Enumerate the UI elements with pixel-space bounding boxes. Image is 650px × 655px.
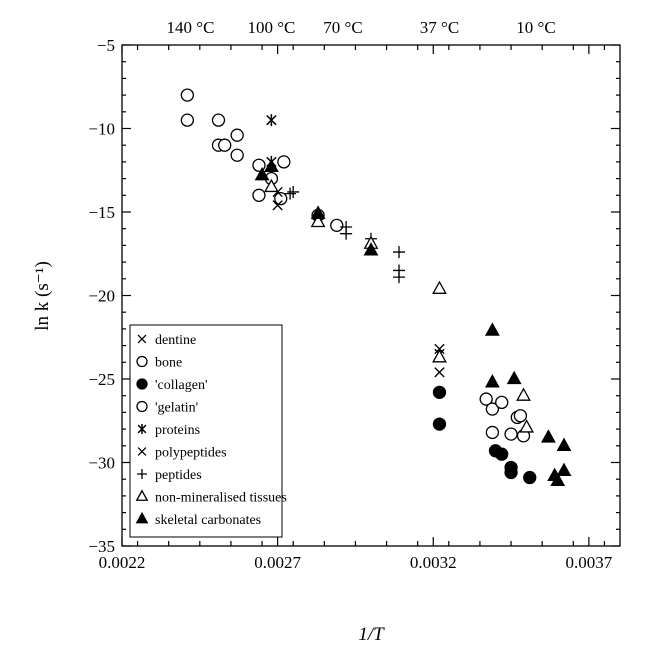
point-collagen	[432, 385, 447, 400]
point-bone	[252, 188, 266, 202]
legend-label-gelatin: 'gelatin'	[155, 401, 198, 416]
legend-marker-proteins	[137, 424, 147, 434]
x-axis-title: 1/T	[358, 624, 385, 645]
point-bone	[180, 88, 195, 102]
legend-marker-gelatin	[136, 400, 148, 413]
point-skeletal-carbonates	[363, 242, 379, 256]
legend-label-peptides: peptides	[155, 468, 202, 483]
x-tick-label: 0.0037	[566, 553, 613, 572]
point-non-mineralised-tissues	[310, 213, 326, 228]
point-bone	[274, 191, 288, 206]
y-tick-label: −25	[88, 370, 115, 389]
top-axis-label: 140 °C	[167, 18, 215, 37]
legend-label-proteins: proteins	[155, 423, 200, 438]
legend-marker-collagen	[136, 378, 148, 390]
y-tick-label: −35	[88, 537, 115, 556]
point-gelatin	[485, 425, 500, 440]
point-skeletal-carbonates	[263, 158, 279, 173]
x-tick-label: 0.0032	[410, 553, 457, 572]
point-skeletal-carbonates	[484, 374, 500, 388]
legend-label-dentine: dentine	[155, 333, 196, 348]
point-polypeptides	[434, 367, 445, 378]
point-non-mineralised-tissues	[432, 280, 447, 294]
y-axis-title: ln k (s⁻¹)	[32, 261, 53, 331]
legend-marker-dentine	[137, 334, 147, 344]
y-tick-label: −10	[88, 120, 115, 139]
y-tick-label: −15	[88, 203, 115, 222]
point-skeletal-carbonates	[556, 437, 572, 451]
point-peptides	[287, 185, 300, 198]
point-non-mineralised-tissues	[516, 387, 531, 401]
y-tick-label: −5	[97, 36, 115, 55]
point-bone	[330, 218, 344, 233]
legend-label-polypeptides: polypeptides	[155, 446, 227, 461]
point-collagen	[523, 470, 537, 485]
legend-label-collagen: 'collagen'	[155, 378, 207, 393]
legend-marker-non-mineralised-tissues	[135, 489, 149, 501]
point-skeletal-carbonates	[310, 205, 326, 219]
y-tick-label: −20	[88, 287, 115, 306]
point-bone	[230, 148, 244, 162]
top-axis-label: 10 °C	[516, 18, 555, 37]
point-peptides	[393, 246, 406, 259]
point-bone	[277, 155, 291, 169]
legend-label-skeletal-carbonates: skeletal carbonates	[155, 513, 261, 528]
point-gelatin	[495, 395, 509, 410]
point-gelatin	[485, 402, 500, 416]
top-axis-label: 70 °C	[323, 18, 362, 37]
point-peptides	[393, 271, 406, 284]
point-bone	[211, 113, 226, 127]
point-collagen	[495, 447, 509, 461]
point-bone	[230, 128, 244, 142]
point-polypeptides	[434, 343, 445, 355]
ticks-layer: 0.0022 0.0027 0.0032 0.0037 −35 −30 −25 −20 −15 −…	[88, 18, 620, 572]
point-collagen	[504, 465, 518, 480]
points-layer	[180, 88, 572, 487]
point-skeletal-carbonates	[556, 462, 572, 477]
point-gelatin	[513, 409, 528, 423]
point-non-mineralised-tissues	[432, 349, 447, 363]
point-skeletal-carbonates	[541, 429, 556, 443]
point-gelatin	[479, 392, 493, 406]
point-skeletal-carbonates	[254, 167, 270, 181]
top-axis-label: 37 °C	[420, 18, 459, 37]
point-bone	[218, 138, 232, 152]
point-skeletal-carbonates	[484, 322, 500, 336]
point-polypeptides	[272, 200, 283, 211]
point-skeletal-carbonates	[550, 472, 566, 487]
point-gelatin	[504, 427, 518, 441]
x-tick-label: 0.0027	[254, 553, 301, 572]
legend-label-bone: bone	[155, 356, 182, 371]
point-proteins	[266, 114, 277, 127]
point-collagen	[432, 417, 447, 431]
legend-box	[129, 324, 283, 538]
top-axis-label: 100 °C	[247, 18, 295, 37]
point-bone	[180, 113, 195, 127]
point-non-mineralised-tissues	[519, 419, 535, 433]
point-peptides	[340, 227, 353, 240]
legend-label-non-mineralised-tissues: non-mineralised tissues	[155, 491, 287, 506]
x-tick-label: 0.0022	[99, 553, 146, 572]
legend-marker-bone	[136, 355, 148, 368]
legend: dentine bone 'collagen' 'gelatin' proteins po…	[129, 324, 287, 538]
y-tick-label: −30	[88, 454, 115, 473]
legend-marker-polypeptides	[137, 447, 147, 456]
legend-marker-skeletal-carbonates	[135, 511, 149, 524]
point-non-mineralised-tissues	[263, 178, 279, 193]
legend-marker-peptides	[137, 469, 147, 479]
point-peptides	[284, 187, 297, 200]
point-skeletal-carbonates	[506, 370, 522, 385]
